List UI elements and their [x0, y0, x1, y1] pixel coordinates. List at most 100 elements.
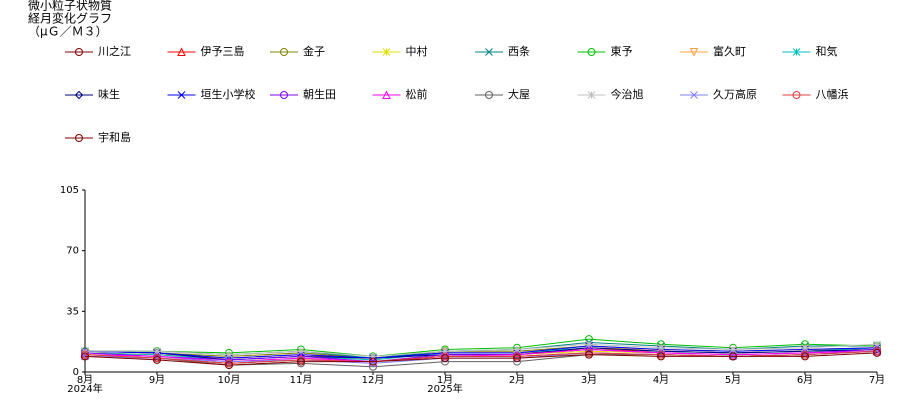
marker-shape: [729, 345, 737, 354]
marker-shape: [587, 91, 596, 99]
x-tick-label: 2月: [509, 374, 525, 386]
series-line: [85, 343, 878, 357]
marker: [177, 91, 186, 99]
marker: [81, 352, 89, 361]
marker: [873, 340, 881, 349]
marker: [382, 48, 391, 56]
legend-label: 八幡浜: [816, 87, 849, 101]
marker: [369, 357, 377, 366]
marker: [441, 354, 449, 363]
marker: [177, 47, 186, 56]
marker-shape: [801, 343, 809, 352]
series-line: [84, 345, 878, 359]
x-year-label: 2024年: [67, 382, 102, 395]
series-line: [85, 338, 878, 357]
y-tick-label: 35: [66, 306, 79, 317]
marker-shape: [485, 91, 493, 99]
legend-label: 富久町: [713, 44, 746, 58]
marker-shape: [690, 91, 698, 99]
marker: [792, 91, 801, 99]
marker-shape: [225, 350, 233, 359]
legend-label: 今治旭: [611, 87, 644, 101]
marker-shape: [177, 91, 186, 99]
legend-label: 松前: [406, 87, 428, 101]
marker: [689, 48, 699, 57]
marker: [587, 91, 596, 99]
x-tick-label: 9月: [149, 374, 165, 386]
chart-title: 経月変化グラフ: [28, 11, 112, 26]
marker-shape: [729, 352, 737, 361]
x-tick-label: 11月: [290, 374, 313, 386]
marker-shape: [369, 352, 377, 361]
marker-shape: [587, 48, 596, 56]
marker: [369, 352, 377, 361]
x-tick-label: 3月: [581, 374, 597, 386]
marker: [587, 48, 596, 56]
marker-shape: [280, 48, 288, 56]
legend-label: 川之江: [98, 44, 131, 58]
marker: [297, 357, 305, 366]
marker-shape: [382, 90, 391, 99]
x-tick-label: 12月: [362, 374, 385, 386]
marker-shape: [513, 345, 521, 354]
marker-shape: [585, 340, 593, 349]
marker-shape: [441, 354, 449, 363]
y-tick-label: 70: [66, 246, 79, 257]
marker-shape: [297, 357, 305, 366]
legend-label: 朝生田: [303, 87, 336, 101]
marker-shape: [225, 361, 233, 370]
y-tick-label: 0: [73, 367, 79, 378]
x-tick-label: 10月: [218, 374, 241, 386]
marker-shape: [873, 348, 881, 357]
marker-shape: [441, 347, 449, 356]
x-year-label: 2025年: [427, 382, 462, 395]
marker: [513, 345, 521, 354]
legend-label: 中村: [406, 44, 428, 58]
marker-shape: [75, 48, 83, 56]
marker: [382, 90, 391, 99]
x-tick-label: 4月: [653, 374, 669, 386]
legend-label: 東予: [611, 45, 633, 58]
marker: [225, 350, 233, 359]
marker-shape: [513, 354, 521, 363]
chart-title: （μＧ／Ｍ３）: [28, 25, 108, 39]
chart-title: 微小粒子状物質: [28, 0, 112, 13]
x-tick-label: 5月: [725, 374, 741, 386]
marker: [280, 48, 288, 56]
marker-shape: [75, 134, 83, 142]
marker: [792, 48, 801, 56]
series-line: [84, 352, 878, 366]
marker: [513, 354, 521, 363]
marker-shape: [485, 48, 493, 56]
marker: [729, 352, 737, 361]
marker: [873, 348, 881, 357]
marker: [153, 347, 161, 356]
marker-shape: [585, 350, 593, 359]
legend-label: 西条: [508, 44, 530, 58]
marker: [297, 347, 305, 356]
marker: [585, 340, 593, 349]
legend-label: 和気: [816, 44, 838, 58]
marker: [485, 48, 493, 56]
x-tick-label: 6月: [797, 374, 813, 386]
marker: [75, 48, 83, 56]
marker: [485, 91, 493, 99]
marker-shape: [153, 347, 161, 356]
marker: [441, 347, 449, 356]
marker-shape: [280, 91, 288, 99]
marker: [153, 355, 161, 364]
marker: [690, 91, 698, 99]
marker: [657, 352, 665, 361]
legend-label: 金子: [303, 44, 325, 58]
marker-shape: [657, 343, 665, 352]
marker-shape: [153, 355, 161, 364]
marker: [729, 345, 737, 354]
legend-label: 垣生小学校: [201, 87, 256, 101]
marker: [280, 91, 288, 99]
marker: [801, 352, 809, 361]
marker-shape: [382, 48, 391, 56]
marker-shape: [792, 48, 801, 56]
marker-shape: [689, 48, 699, 57]
marker-shape: [657, 352, 665, 361]
